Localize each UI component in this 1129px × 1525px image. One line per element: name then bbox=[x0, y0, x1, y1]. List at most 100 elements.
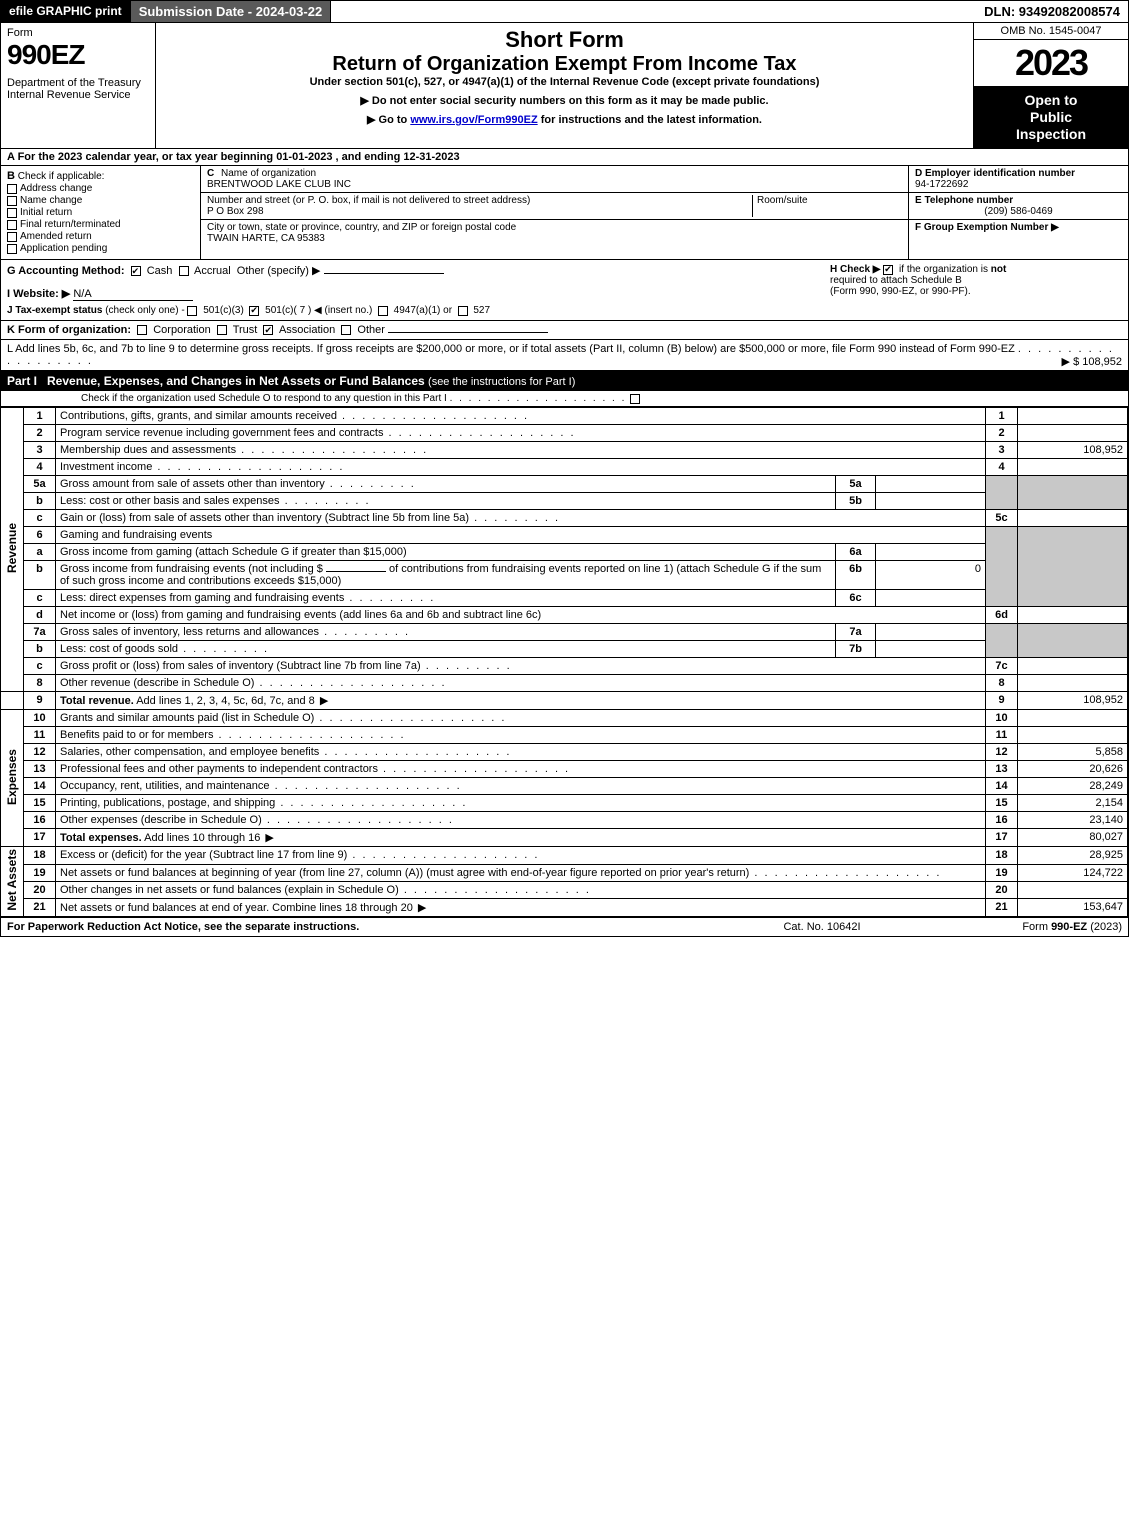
chk-accrual[interactable] bbox=[179, 266, 189, 276]
desc-20: Other changes in net assets or fund bala… bbox=[60, 884, 591, 896]
ln-17: 17 bbox=[24, 829, 56, 847]
lbl-address-change: Address change bbox=[20, 183, 92, 194]
j-note: (check only one) - bbox=[105, 305, 184, 316]
name-of-org-label: Name of organization bbox=[221, 168, 316, 179]
desc-5c: Gain or (loss) from sale of assets other… bbox=[60, 512, 560, 524]
h-text2: required to attach Schedule B bbox=[830, 275, 962, 286]
efile-print-label[interactable]: efile GRAPHIC print bbox=[1, 1, 131, 22]
goto-suffix: for instructions and the latest informat… bbox=[538, 114, 762, 126]
grey-6 bbox=[986, 527, 1018, 607]
ln-2: 2 bbox=[24, 425, 56, 442]
chk-address-change[interactable] bbox=[7, 184, 17, 194]
ln-11: 11 bbox=[24, 727, 56, 744]
chk-501c3[interactable] bbox=[187, 306, 197, 316]
chk-other-org[interactable] bbox=[341, 325, 351, 335]
ln-7b: b bbox=[24, 641, 56, 658]
amt-16: 23,140 bbox=[1018, 812, 1128, 829]
chk-schedule-o[interactable] bbox=[630, 394, 640, 404]
ln-10: 10 bbox=[24, 710, 56, 727]
desc-6b-1: Gross income from fundraising events (no… bbox=[60, 563, 323, 575]
desc-21: Net assets or fund balances at end of ye… bbox=[60, 902, 428, 914]
desc-7b: Less: cost of goods sold bbox=[60, 643, 269, 655]
amt-6d bbox=[1018, 607, 1128, 624]
e-phone-label: E Telephone number bbox=[915, 195, 1013, 206]
ln-7a: 7a bbox=[24, 624, 56, 641]
ln-7c: c bbox=[24, 658, 56, 675]
field-6b-contrib[interactable] bbox=[326, 571, 386, 572]
cat-no: Cat. No. 10642I bbox=[722, 921, 922, 933]
lbl-final-return: Final return/terminated bbox=[20, 219, 121, 230]
street-label: Number and street (or P. O. box, if mail… bbox=[207, 195, 530, 206]
lbl-trust: Trust bbox=[233, 324, 258, 336]
ln2-11: 11 bbox=[986, 727, 1018, 744]
ln-3: 3 bbox=[24, 442, 56, 459]
grey-7 bbox=[986, 624, 1018, 658]
part-1: Part I Revenue, Expenses, and Changes in… bbox=[0, 371, 1129, 918]
chk-application-pending[interactable] bbox=[7, 244, 17, 254]
ln2-14: 14 bbox=[986, 778, 1018, 795]
sub-5a: 5a bbox=[836, 476, 876, 493]
form-ref-form: 990-EZ bbox=[1051, 921, 1087, 933]
form-ref-prefix: Form bbox=[1022, 921, 1051, 933]
lbl-501c3: 501(c)(3) bbox=[203, 305, 244, 316]
irs-link[interactable]: www.irs.gov/Form990EZ bbox=[410, 114, 537, 126]
room-suite-label: Room/suite bbox=[757, 195, 808, 206]
website-value: N/A bbox=[73, 288, 193, 301]
chk-501c[interactable] bbox=[249, 306, 259, 316]
ln2-3: 3 bbox=[986, 442, 1018, 459]
amt-12: 5,858 bbox=[1018, 744, 1128, 761]
desc-2: Program service revenue including govern… bbox=[60, 427, 576, 439]
subamt-5b bbox=[876, 493, 986, 510]
dln-label: DLN: 93492082008574 bbox=[976, 1, 1128, 22]
amt-13: 20,626 bbox=[1018, 761, 1128, 778]
grey-5 bbox=[986, 476, 1018, 510]
form-title: Return of Organization Exempt From Incom… bbox=[162, 53, 967, 76]
chk-4947[interactable] bbox=[378, 306, 388, 316]
desc-6d: Net income or (loss) from gaming and fun… bbox=[60, 609, 541, 621]
chk-527[interactable] bbox=[458, 306, 468, 316]
ln2-2: 2 bbox=[986, 425, 1018, 442]
ln-12: 12 bbox=[24, 744, 56, 761]
other-org-field[interactable] bbox=[388, 332, 548, 333]
chk-final-return[interactable] bbox=[7, 220, 17, 230]
ln2-5c: 5c bbox=[986, 510, 1018, 527]
chk-initial-return[interactable] bbox=[7, 208, 17, 218]
h-not: not bbox=[991, 264, 1007, 275]
subamt-6b: 0 bbox=[876, 561, 986, 590]
form-label: Form bbox=[7, 27, 149, 39]
lbl-527: 527 bbox=[473, 305, 490, 316]
h-text1: if the organization is bbox=[899, 264, 991, 275]
ln2-20: 20 bbox=[986, 881, 1018, 898]
subamt-6c bbox=[876, 590, 986, 607]
chk-amended-return[interactable] bbox=[7, 232, 17, 242]
part-1-bar: Part I Revenue, Expenses, and Changes in… bbox=[1, 371, 1128, 391]
grey-7-amt bbox=[1018, 624, 1128, 658]
chk-association[interactable] bbox=[263, 325, 273, 335]
sub-6b: 6b bbox=[836, 561, 876, 590]
amt-7c bbox=[1018, 658, 1128, 675]
chk-corporation[interactable] bbox=[137, 325, 147, 335]
ln-16: 16 bbox=[24, 812, 56, 829]
desc-6c: Less: direct expenses from gaming and fu… bbox=[60, 592, 435, 604]
org-name: BRENTWOOD LAKE CLUB INC bbox=[207, 179, 351, 190]
header-left: Form 990EZ Department of the Treasury In… bbox=[1, 23, 156, 148]
amt-4 bbox=[1018, 459, 1128, 476]
desc-5b: Less: cost or other basis and sales expe… bbox=[60, 495, 371, 507]
desc-8: Other revenue (describe in Schedule O) bbox=[60, 677, 447, 689]
ln2-6d: 6d bbox=[986, 607, 1018, 624]
other-specify-field[interactable] bbox=[324, 273, 444, 274]
netassets-side-label: Net Assets bbox=[1, 847, 24, 917]
desc-16: Other expenses (describe in Schedule O) bbox=[60, 814, 454, 826]
chk-trust[interactable] bbox=[217, 325, 227, 335]
expenses-side-label: Expenses bbox=[1, 710, 24, 847]
h-text3: (Form 990, 990-EZ, or 990-PF). bbox=[830, 286, 971, 297]
desc-9b: Add lines 1, 2, 3, 4, 5c, 6d, 7c, and 8 bbox=[134, 695, 331, 707]
chk-name-change[interactable] bbox=[7, 196, 17, 206]
chk-cash[interactable] bbox=[131, 266, 141, 276]
header-middle: Short Form Return of Organization Exempt… bbox=[156, 23, 973, 148]
lbl-association: Association bbox=[279, 324, 335, 336]
top-bar: efile GRAPHIC print Submission Date - 20… bbox=[0, 0, 1129, 23]
ln-6b: b bbox=[24, 561, 56, 590]
ln-6a: a bbox=[24, 544, 56, 561]
chk-h-schedule-b[interactable] bbox=[883, 265, 893, 275]
